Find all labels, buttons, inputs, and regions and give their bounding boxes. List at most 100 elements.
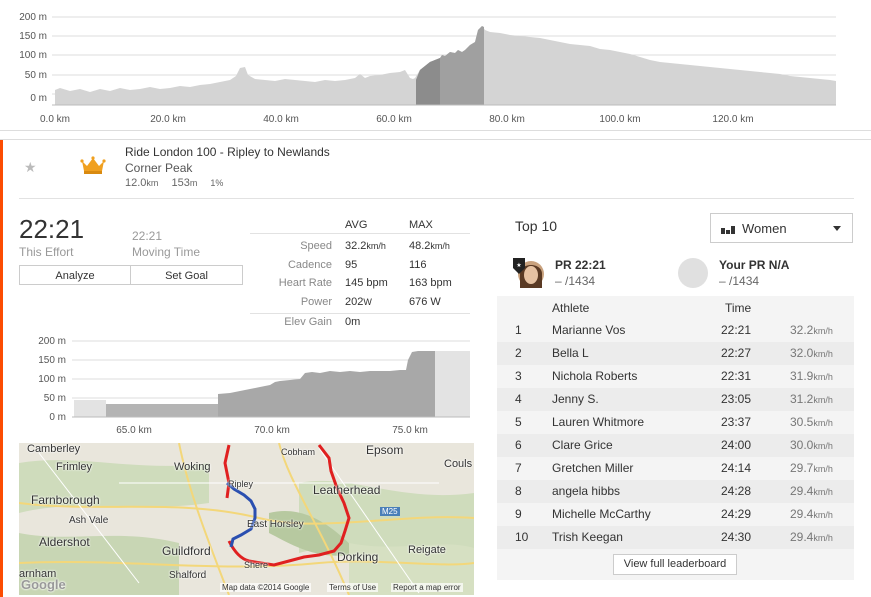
athlete-name[interactable]: Bella L [552, 346, 589, 360]
column-header-athlete[interactable]: Athlete [552, 301, 590, 315]
moving-time-label: Moving Time [132, 245, 201, 259]
map-label: Shere [244, 560, 269, 570]
column-header-time[interactable]: Time [725, 301, 752, 315]
rank-cell: 1 [515, 323, 522, 337]
athlete-name[interactable]: Lauren Whitmore [552, 415, 645, 429]
effort-time: 22:21 [19, 214, 85, 244]
avatar-placeholder-icon [678, 258, 708, 288]
table-row[interactable]: 6 Clare Grice 24:00 30.0km/h [497, 434, 854, 457]
table-row[interactable]: 7 Gretchen Miller 24:14 29.7km/h [497, 457, 854, 480]
divider [250, 313, 470, 314]
x-tick: 70.0 km [254, 425, 290, 436]
time-cell: 24:00 [721, 438, 752, 452]
gender-filter-dropdown[interactable]: Women [710, 213, 853, 243]
speed-cell: 29.4km/h [790, 484, 833, 498]
x-tick: 20.0 km [150, 114, 186, 125]
star-icon[interactable]: ★ [24, 159, 37, 175]
map-label: M25 [380, 507, 400, 516]
y-tick: 200 m [19, 12, 47, 23]
selected-indicator-bar [0, 140, 3, 597]
athlete-name[interactable]: Clare Grice [552, 438, 613, 452]
table-row[interactable]: 1 Marianne Vos 22:21 32.2km/h [497, 319, 854, 342]
map-label: Aldershot [39, 535, 90, 549]
table-row[interactable]: 3 Nichola Roberts 22:31 31.9km/h [497, 365, 854, 388]
y-tick: 150 m [38, 355, 66, 366]
route-blue [226, 481, 257, 548]
your-pr-rank: – /1434 [719, 274, 760, 288]
max-header: MAX [409, 219, 433, 231]
pr-summary: ★ PR 22:21 – /1434 Your PR N/A – /1434 [497, 248, 854, 296]
map-label: Reigate [408, 544, 446, 556]
table-row[interactable]: 8 angela hibbs 24:28 29.4km/h [497, 480, 854, 503]
table-row[interactable]: 4 Jenny S. 23:05 31.2km/h [497, 388, 854, 411]
y-tick: 150 m [19, 31, 47, 42]
leaderboard-panel: ★ PR 22:21 – /1434 Your PR N/A – /1434 A… [497, 248, 854, 580]
table-row[interactable]: 9 Michelle McCarthy 24:29 29.4km/h [497, 503, 854, 526]
crown-icon [80, 156, 106, 174]
time-cell: 23:05 [721, 392, 752, 406]
time-cell: 22:21 [721, 323, 752, 337]
section-divider [0, 139, 871, 140]
leaderboard-rows: 1 Marianne Vos 22:21 32.2km/h 2 Bella L 22:27 3… [497, 319, 854, 549]
segment-title[interactable]: Ride London 100 - Ripley to Newlands [125, 145, 330, 159]
y-tick: 0 m [30, 93, 47, 104]
x-tick: 60.0 km [376, 114, 412, 125]
athlete-name[interactable]: angela hibbs [552, 484, 621, 498]
rank-cell: 9 [515, 507, 522, 521]
time-cell: 24:14 [721, 461, 752, 475]
athlete-name[interactable]: Trish Keegan [552, 530, 623, 544]
speed-cell: 29.4km/h [790, 530, 833, 544]
athlete-name[interactable]: Nichola Roberts [552, 369, 638, 383]
speed-cell: 32.2km/h [790, 323, 833, 337]
athlete-name[interactable]: Gretchen Miller [552, 461, 634, 475]
segment-profile-area [218, 351, 435, 417]
map-terrain[interactable] [19, 443, 474, 595]
time-cell: 24:29 [721, 507, 752, 521]
time-cell: 22:27 [721, 346, 752, 360]
route-map[interactable]: Camberley Frimley Woking Cobham Epsom Co… [19, 443, 474, 595]
table-row[interactable]: 5 Lauren Whitmore 23:37 30.5km/h [497, 411, 854, 434]
y-tick: 50 m [44, 393, 66, 404]
map-label: Ripley [228, 479, 254, 489]
map-data-credit: Map data ©2014 Google [220, 583, 312, 592]
map-label: Ash Vale [69, 515, 109, 526]
map-label: Shalford [169, 570, 207, 581]
stat-row-heart-rate: Heart Rate 145 bpm 163 bpm [278, 277, 452, 289]
segment-grade: 1% [210, 178, 224, 188]
report-map-error-link[interactable]: Report a map error [391, 583, 463, 592]
map-label: arnham [19, 568, 57, 580]
speed-cell: 29.7km/h [790, 461, 833, 475]
x-tick: 75.0 km [392, 425, 428, 436]
athlete-name[interactable]: Jenny S. [552, 392, 599, 406]
segment-elevation: 153 [171, 177, 190, 189]
x-tick: 40.0 km [263, 114, 299, 125]
time-cell: 24:30 [721, 530, 752, 544]
stat-row-elev-gain: Elev Gain 0m [284, 316, 361, 328]
set-goal-button[interactable]: Set Goal [130, 265, 243, 285]
segment-elevation-profile[interactable]: 200 m 150 m 100 m 50 m 0 m 65.0 km 70.0 … [0, 330, 480, 440]
view-full-leaderboard-button[interactable]: View full leaderboard [613, 554, 737, 575]
table-row[interactable]: 2 Bella L 22:27 32.0km/h [497, 342, 854, 365]
speed-cell: 30.5km/h [790, 415, 833, 429]
rank-cell: 10 [515, 530, 529, 544]
x-tick: 100.0 km [599, 114, 640, 125]
time-cell: 23:37 [721, 415, 752, 429]
speed-cell: 30.0km/h [790, 438, 833, 452]
analyze-button[interactable]: Analyze [19, 265, 131, 285]
segment-distance: 12.0 [125, 177, 147, 189]
x-tick: 65.0 km [116, 425, 152, 436]
full-elevation-profile[interactable]: 200 m 150 m 100 m 50 m 0 m 0.0 km 20.0 k… [0, 0, 871, 130]
table-row[interactable]: 10 Trish Keegan 24:30 29.4km/h [497, 526, 854, 549]
terms-of-use-link[interactable]: Terms of Use [327, 583, 379, 592]
rank-cell: 3 [515, 369, 522, 383]
athlete-name[interactable]: Marianne Vos [552, 323, 626, 337]
effort-time-label: This Effort [19, 245, 74, 259]
athlete-name[interactable]: Michelle McCarthy [552, 507, 651, 521]
moving-time: 22:21 [132, 229, 163, 243]
rank-cell: 6 [515, 438, 522, 452]
leaderboard-header: Athlete Time [497, 297, 854, 318]
map-label: Dorking [337, 550, 379, 564]
stat-row-power: Power 202W 676 W [300, 296, 441, 308]
rank-cell: 4 [515, 392, 522, 406]
y-tick: 0 m [49, 412, 66, 423]
